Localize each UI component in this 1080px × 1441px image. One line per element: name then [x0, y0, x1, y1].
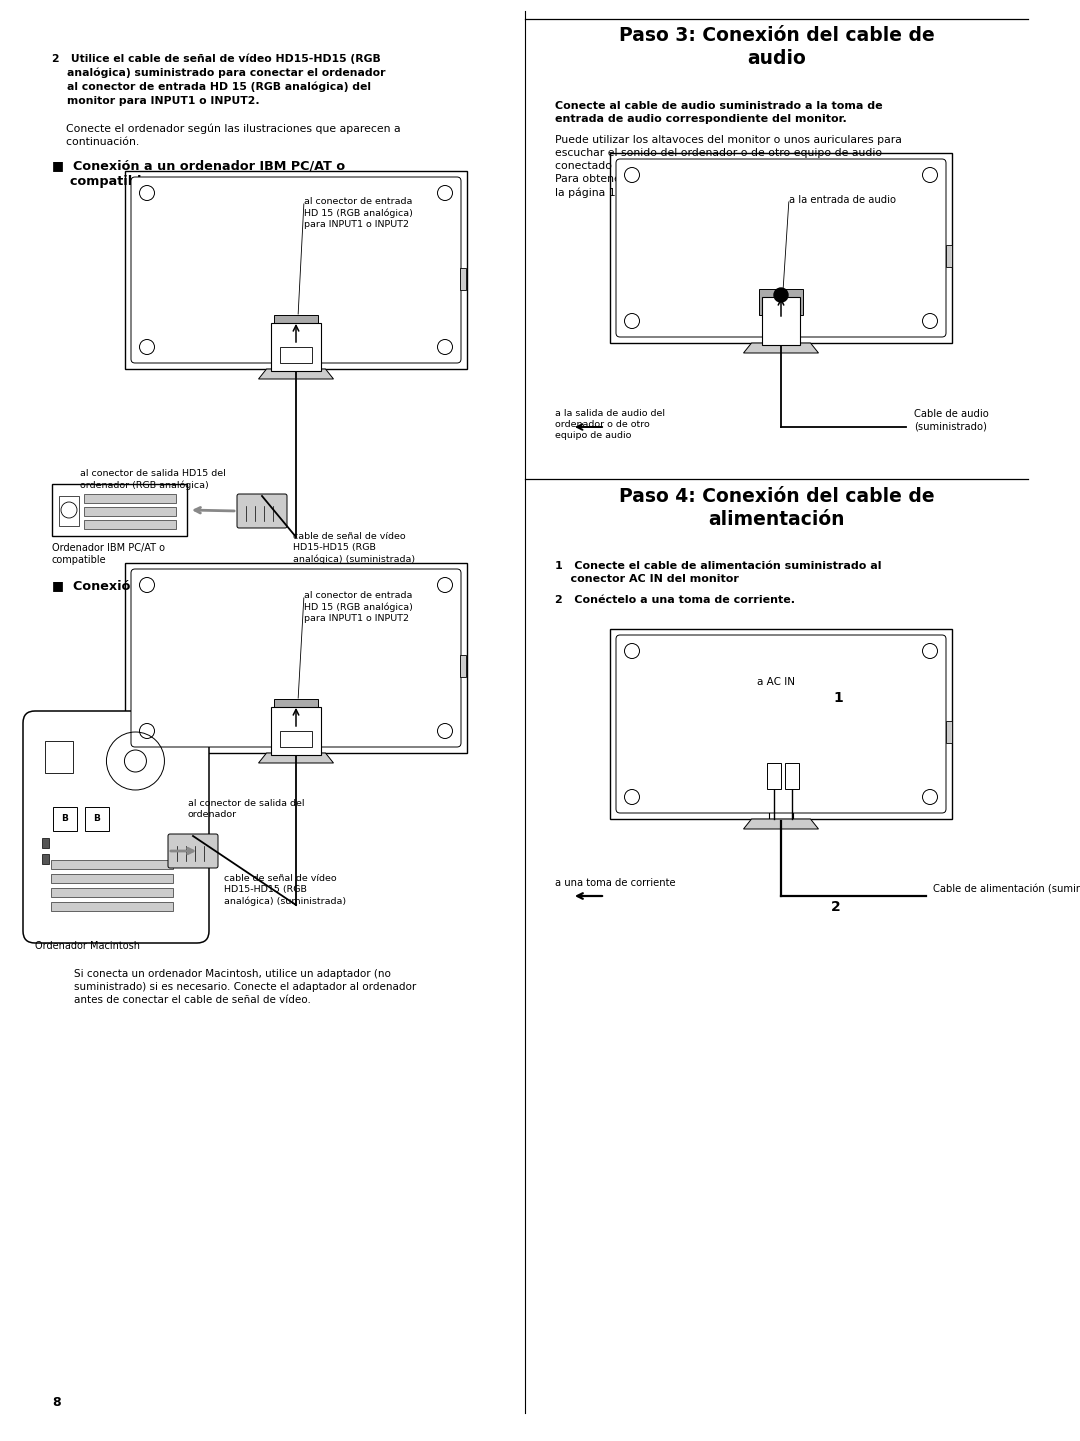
Bar — [45, 741, 73, 772]
Bar — [52, 484, 187, 536]
Text: 8: 8 — [52, 1396, 60, 1409]
Text: 2   Conéctelo a una toma de corriente.: 2 Conéctelo a una toma de corriente. — [555, 595, 795, 605]
Bar — [84, 494, 176, 503]
Text: a AC IN: a AC IN — [757, 677, 795, 687]
Bar — [785, 762, 799, 790]
Bar — [610, 630, 951, 818]
Bar — [51, 888, 173, 896]
Text: Ordenador IBM PC/AT o
compatible: Ordenador IBM PC/AT o compatible — [52, 543, 165, 565]
Bar — [125, 563, 467, 754]
Text: a una toma de corriente: a una toma de corriente — [555, 878, 676, 888]
FancyBboxPatch shape — [237, 494, 287, 527]
Text: Cable de audio
(suministrado): Cable de audio (suministrado) — [914, 409, 989, 431]
Bar — [271, 708, 321, 755]
Text: a la entrada de audio: a la entrada de audio — [789, 195, 896, 205]
Text: 1   Conecte el cable de alimentación suministrado al
    conector AC IN del moni: 1 Conecte el cable de alimentación sumin… — [555, 561, 881, 584]
Bar — [125, 171, 467, 369]
Text: ■  Conexión a un ordenador IBM PC/AT o
    compatible: ■ Conexión a un ordenador IBM PC/AT o co… — [52, 159, 346, 189]
Bar — [460, 268, 467, 290]
Bar — [274, 316, 318, 342]
Bar — [51, 902, 173, 911]
Bar — [42, 855, 49, 863]
Text: al conector de entrada
HD 15 (RGB analógica)
para INPUT1 o INPUT2: al conector de entrada HD 15 (RGB analóg… — [303, 197, 413, 229]
Bar — [460, 656, 467, 677]
Text: 1: 1 — [833, 692, 842, 705]
FancyBboxPatch shape — [616, 635, 946, 813]
Text: Paso 4: Conexión del cable de
alimentación: Paso 4: Conexión del cable de alimentaci… — [619, 487, 934, 529]
Text: B: B — [62, 814, 68, 823]
Bar — [51, 860, 173, 869]
Bar — [945, 245, 951, 267]
Polygon shape — [258, 754, 334, 762]
Text: 2   Utilice el cable de señal de vídeo HD15-HD15 (RGB
    analógica) suministrad: 2 Utilice el cable de señal de vídeo HD1… — [52, 53, 386, 105]
FancyBboxPatch shape — [23, 710, 210, 942]
Bar — [42, 837, 49, 847]
Bar — [759, 290, 804, 316]
Bar — [85, 807, 109, 831]
Bar — [271, 323, 321, 370]
Text: Ordenador Macintosh: Ordenador Macintosh — [35, 941, 140, 951]
Bar — [51, 875, 173, 883]
Bar — [767, 762, 781, 790]
Text: Cable de alimentación (suministrado): Cable de alimentación (suministrado) — [933, 883, 1080, 893]
FancyBboxPatch shape — [131, 569, 461, 746]
Text: ■  Conexión a un Macintosh: ■ Conexión a un Macintosh — [52, 579, 254, 592]
Text: cable de señal de vídeo
HD15-HD15 (RGB
analógica) (suministrada): cable de señal de vídeo HD15-HD15 (RGB a… — [224, 875, 346, 906]
Text: Paso 3: Conexión del cable de
audio: Paso 3: Conexión del cable de audio — [619, 26, 934, 68]
Polygon shape — [258, 369, 334, 379]
Bar — [762, 297, 800, 344]
Bar — [53, 807, 77, 831]
Text: Puede utilizar los altavoces del monitor o unos auriculares para
escuchar el son: Puede utilizar los altavoces del monitor… — [555, 135, 914, 197]
Polygon shape — [743, 343, 819, 353]
FancyBboxPatch shape — [168, 834, 218, 867]
Polygon shape — [743, 818, 819, 829]
Bar — [280, 731, 312, 746]
Text: Si conecta un ordenador Macintosh, utilice un adaptador (no
suministrado) si es : Si conecta un ordenador Macintosh, utili… — [75, 968, 416, 1004]
Bar — [945, 720, 951, 744]
FancyBboxPatch shape — [131, 177, 461, 363]
Text: al conector de salida HD15 del
ordenador (RGB analógica): al conector de salida HD15 del ordenador… — [80, 468, 226, 490]
Bar — [280, 347, 312, 363]
Bar — [84, 507, 176, 516]
Text: B: B — [94, 814, 100, 823]
Circle shape — [774, 288, 788, 303]
Text: al conector de salida del
ordenador: al conector de salida del ordenador — [188, 798, 305, 818]
Text: Conecte al cable de audio suministrado a la toma de
entrada de audio correspondi: Conecte al cable de audio suministrado a… — [555, 101, 882, 124]
FancyBboxPatch shape — [616, 159, 946, 337]
Text: al conector de entrada
HD 15 (RGB analógica)
para INPUT1 o INPUT2: al conector de entrada HD 15 (RGB analóg… — [303, 591, 413, 623]
Text: cable de señal de vídeo
HD15-HD15 (RGB
analógica) (suministrada): cable de señal de vídeo HD15-HD15 (RGB a… — [293, 532, 415, 563]
Text: Conecte el ordenador según las ilustraciones que aparecen a
    continuación.: Conecte el ordenador según las ilustraci… — [52, 122, 401, 147]
Bar — [84, 520, 176, 529]
Text: 2: 2 — [831, 901, 840, 914]
Bar — [610, 153, 951, 343]
Bar — [274, 699, 318, 725]
Text: a la salida de audio del
ordenador o de otro
equipo de audio: a la salida de audio del ordenador o de … — [555, 409, 665, 440]
Bar — [59, 496, 79, 526]
